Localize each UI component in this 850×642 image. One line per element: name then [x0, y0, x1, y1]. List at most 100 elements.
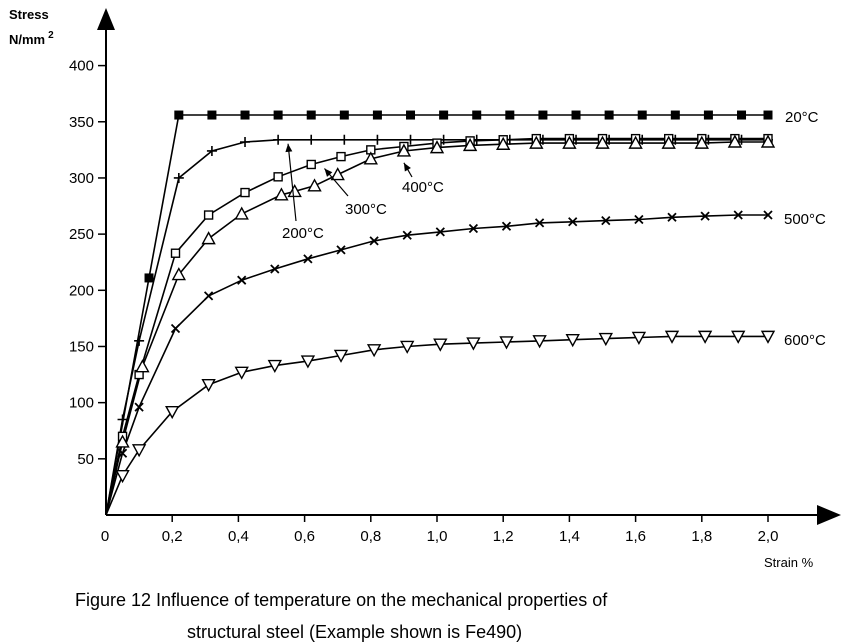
x-tick-label: 1,8 [691, 528, 712, 545]
data-point-300c [170, 248, 181, 258]
figure-caption-line-2: structural steel (Example shown is Fe490… [187, 622, 523, 642]
data-point-20c [571, 110, 581, 120]
x-tick-label: 1,2 [493, 528, 514, 545]
data-point-400c [287, 183, 302, 198]
x-tick-label: 2,0 [758, 528, 779, 545]
label-pointers [285, 143, 413, 222]
data-point-600c [532, 335, 547, 349]
axes [97, 8, 841, 525]
series-line-200c [105, 139, 768, 516]
x-tick-label: 1,0 [427, 528, 448, 545]
data-point-600c [760, 330, 776, 344]
data-point-600c [165, 405, 180, 420]
data-point-400c [201, 231, 216, 245]
data-point-500c [369, 236, 379, 246]
data-point-600c [697, 330, 713, 344]
tick-marks [98, 64, 769, 522]
x-axis-arrow [817, 505, 841, 525]
series-label-300c: 300°C [345, 201, 387, 218]
data-point-400c [429, 140, 445, 154]
data-point-500c [117, 448, 128, 458]
data-point-20c [174, 110, 184, 120]
data-point-500c [336, 245, 346, 255]
data-point-300c [240, 187, 250, 198]
data-point-200c [134, 335, 145, 346]
data-point-500c [134, 402, 144, 412]
data-point-20c [703, 110, 713, 120]
data-point-500c [634, 214, 644, 225]
data-point-600c [366, 344, 382, 358]
data-point-400c [396, 143, 412, 157]
data-point-500c [763, 210, 773, 220]
y-axis-unit-exponent: 2 [48, 30, 54, 41]
series-lines [105, 114, 768, 516]
data-point-20c [604, 110, 614, 120]
series-label-200c: 200°C [282, 225, 324, 242]
data-point-500c [667, 212, 677, 222]
y-tick-label: 350 [69, 114, 94, 131]
data-point-600c [631, 331, 647, 345]
data-point-20c [637, 110, 647, 120]
data-point-600c [565, 334, 580, 348]
data-point-600c [201, 378, 216, 393]
series-label-500c: 500°C [784, 211, 826, 228]
data-point-600c [131, 444, 147, 458]
x-tick-label: 0,6 [294, 528, 315, 545]
data-point-400c [694, 135, 709, 149]
data-point-400c [363, 151, 378, 165]
data-point-500c [700, 211, 710, 221]
data-point-600c [333, 349, 349, 363]
series-markers [115, 110, 776, 484]
data-point-600c [115, 469, 130, 484]
y-tick-label: 400 [69, 58, 94, 75]
data-point-500c [270, 264, 280, 274]
data-point-500c [601, 216, 611, 226]
data-point-200c [173, 172, 184, 183]
data-point-400c [760, 134, 776, 148]
data-point-20c [207, 110, 217, 120]
data-point-400c [307, 178, 322, 192]
data-point-500c [237, 275, 247, 285]
data-point-300c [336, 151, 346, 162]
series-line-600c [105, 335, 768, 516]
pointer-arrowhead-300c [324, 168, 333, 177]
data-point-500c [568, 217, 578, 227]
series-line-300c [105, 137, 768, 516]
pointer-arrowhead-400c [403, 162, 411, 172]
x-tick-label: 0 [101, 528, 109, 545]
data-point-20c [505, 110, 515, 120]
data-point-600c [466, 337, 481, 351]
series-label-400c: 400°C [402, 179, 444, 196]
data-point-600c [267, 359, 282, 374]
x-tick-label: 0,2 [162, 528, 183, 545]
data-point-20c [670, 110, 680, 120]
data-point-20c [737, 110, 747, 120]
data-point-20c [240, 110, 250, 120]
data-point-400c [330, 167, 345, 181]
data-point-600c [499, 336, 514, 350]
data-point-500c [402, 230, 412, 240]
data-point-600c [731, 330, 746, 344]
x-tick-label: 0,8 [360, 528, 381, 545]
x-axis-title: Strain % [764, 555, 814, 570]
y-axis-title: Stress [9, 7, 49, 22]
data-point-300c [273, 172, 283, 182]
data-point-20c [472, 110, 482, 120]
data-point-500c [733, 210, 743, 220]
data-point-400c [462, 137, 478, 152]
y-tick-label: 150 [69, 338, 94, 355]
data-point-200c [117, 414, 128, 425]
stress-strain-chart: 0 0,2 0,4 0,6 0,8 1,0 1,2 1,4 1,6 1,8 2,0 50 100 150 2… [9, 7, 841, 570]
pointer-arrowhead-200c [285, 143, 293, 153]
data-point-20c [763, 110, 773, 120]
data-point-200c [339, 134, 350, 145]
data-point-400c [628, 135, 643, 149]
data-point-200c [405, 134, 416, 145]
data-point-600c [433, 338, 448, 352]
series-label-20c: 20°C [785, 109, 819, 126]
x-tick-label: 1,6 [625, 528, 646, 545]
data-point-500c [170, 323, 181, 334]
data-point-200c [206, 145, 217, 156]
series-line-20c [105, 114, 768, 516]
data-point-300c [306, 159, 316, 170]
